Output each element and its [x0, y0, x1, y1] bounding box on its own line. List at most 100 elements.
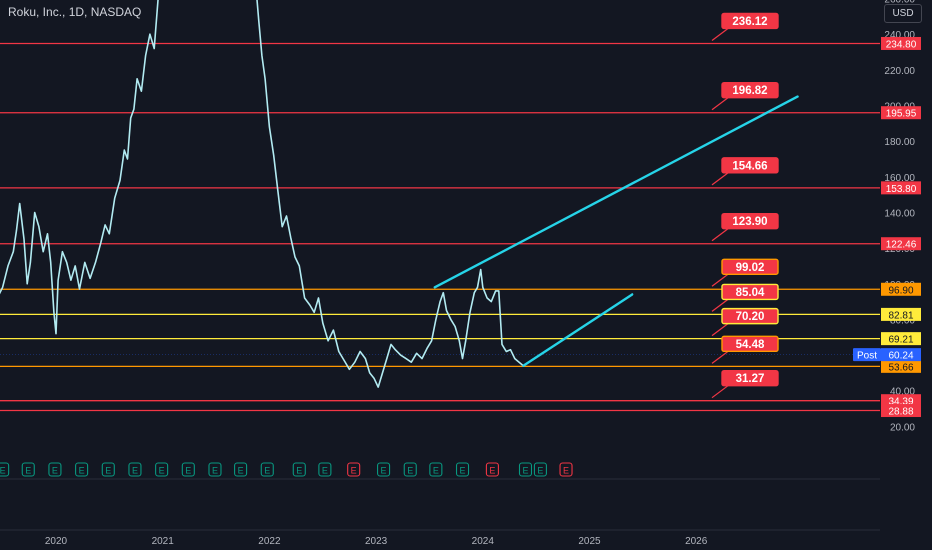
callout-label: 123.90: [732, 216, 767, 228]
callouts-layer: 236.12 196.82 154.66 123.90 99.02 85.04 70.20 5…: [711, 12, 779, 399]
callout-label: 196.82: [732, 85, 767, 97]
level-price-tag: [881, 359, 921, 373]
level-price-label: 53.66: [888, 362, 913, 373]
earnings-marker-label: E: [407, 466, 413, 476]
level-price-tag: [881, 36, 921, 50]
level-price-tag: [881, 307, 921, 321]
callout-label: 85.04: [736, 287, 765, 299]
earnings-marker: [0, 462, 10, 477]
y-tick-label: 260.00: [884, 0, 915, 6]
earnings-marker: [318, 462, 332, 477]
callout-pointer: [711, 323, 729, 337]
earnings-marker: [429, 462, 443, 477]
callout-label: 54.48: [736, 339, 765, 351]
callout-box: [721, 283, 779, 301]
y-tick-label: 180.00: [884, 137, 915, 148]
earnings-marker: [260, 462, 274, 477]
callout-box: [721, 369, 779, 387]
post-market-tag: [853, 348, 881, 362]
callout-box: [721, 12, 779, 30]
callout-pointer: [711, 228, 729, 242]
x-tick-label: 2020: [45, 536, 68, 547]
earnings-marker: [155, 462, 169, 477]
callout-box: [721, 82, 779, 99]
earnings-marker-label: E: [563, 466, 569, 476]
earnings-marker: [208, 462, 222, 477]
earnings-marker-label: E: [460, 466, 466, 476]
x-tick-label: 2022: [258, 536, 281, 547]
price-axis-background: [880, 0, 932, 550]
y-tick-label: 220.00: [884, 66, 915, 77]
level-price-tag: [881, 237, 921, 251]
y-tick-label: 240.00: [884, 30, 915, 41]
earnings-marker: [234, 462, 248, 477]
earnings-marker: [75, 462, 89, 477]
x-tick-label: 2023: [365, 536, 388, 547]
callout-label: 31.27: [736, 373, 765, 385]
earnings-marker-label: E: [25, 466, 31, 476]
earnings-marker-label: E: [132, 466, 138, 476]
y-tick-label: 40.00: [890, 387, 915, 398]
currency-button[interactable]: USD: [884, 4, 922, 23]
post-market-label: Post: [857, 351, 877, 362]
earnings-marker-label: E: [0, 466, 6, 476]
callout-box: [721, 307, 779, 325]
trendline: [522, 293, 634, 367]
level-price-label: 28.88: [888, 407, 913, 418]
y-tick-label: 80.00: [890, 315, 915, 326]
y-tick-label: 160.00: [884, 173, 915, 184]
current-price-label: 60.24: [888, 351, 913, 362]
earnings-marker-label: E: [433, 466, 439, 476]
price-series-layer: [0, 0, 524, 388]
callout-pointer: [711, 298, 729, 312]
level-price-label: 34.39: [888, 397, 913, 408]
price-line: [0, 0, 159, 335]
earnings-marker: [455, 462, 470, 477]
price-line: [256, 0, 524, 388]
level-price-label: 195.95: [886, 109, 917, 120]
level-price-label: 69.21: [888, 335, 913, 346]
x-tick-label: 2024: [472, 536, 495, 547]
earnings-marker-label: E: [296, 466, 302, 476]
trendline: [433, 95, 799, 289]
callout-box: [721, 335, 779, 353]
earnings-marker-label: E: [185, 466, 191, 476]
level-price-tag: [881, 404, 921, 418]
x-tick-label: 2021: [152, 536, 175, 547]
earnings-marker-label: E: [212, 466, 218, 476]
level-price-label: 82.81: [888, 310, 913, 321]
earnings-marker: [128, 462, 142, 477]
time-axis[interactable]: 2020 2021 2022 2023 2024 2025 2026: [45, 536, 708, 547]
earnings-marker: [403, 462, 417, 477]
earnings-marker: [101, 462, 115, 477]
earnings-marker-label: E: [105, 466, 111, 476]
level-price-label: 122.46: [886, 240, 917, 251]
callout-box: [721, 157, 779, 174]
callout-pointer: [711, 97, 729, 111]
earnings-marker-label: E: [159, 466, 165, 476]
earnings-marker-label: E: [322, 466, 328, 476]
current-price-tag: [881, 348, 921, 362]
level-price-tag: [881, 282, 921, 296]
level-price-tag: [881, 332, 921, 346]
callout-pointer: [711, 172, 729, 186]
level-price-tag: [881, 181, 921, 195]
level-price-label: 96.90: [888, 285, 913, 296]
callout-label: 99.02: [736, 262, 765, 274]
price-axis[interactable]: 20.0040.0060.0080.00100.00120.00140.0016…: [853, 0, 932, 550]
earnings-marker: [347, 462, 361, 477]
earnings-marker-label: E: [264, 466, 270, 476]
earnings-marker: [559, 462, 573, 477]
level-price-label: 153.80: [886, 184, 917, 195]
x-tick-label: 2025: [578, 536, 601, 547]
earnings-marker: [518, 462, 533, 477]
earnings-marker: [485, 462, 499, 477]
trendlines-layer: [433, 95, 799, 367]
callout-label: 154.66: [732, 160, 767, 172]
earnings-marker-label: E: [351, 466, 357, 476]
callout-pointer: [711, 385, 729, 399]
earnings-marker: [21, 462, 35, 477]
earnings-marker: [48, 462, 62, 477]
